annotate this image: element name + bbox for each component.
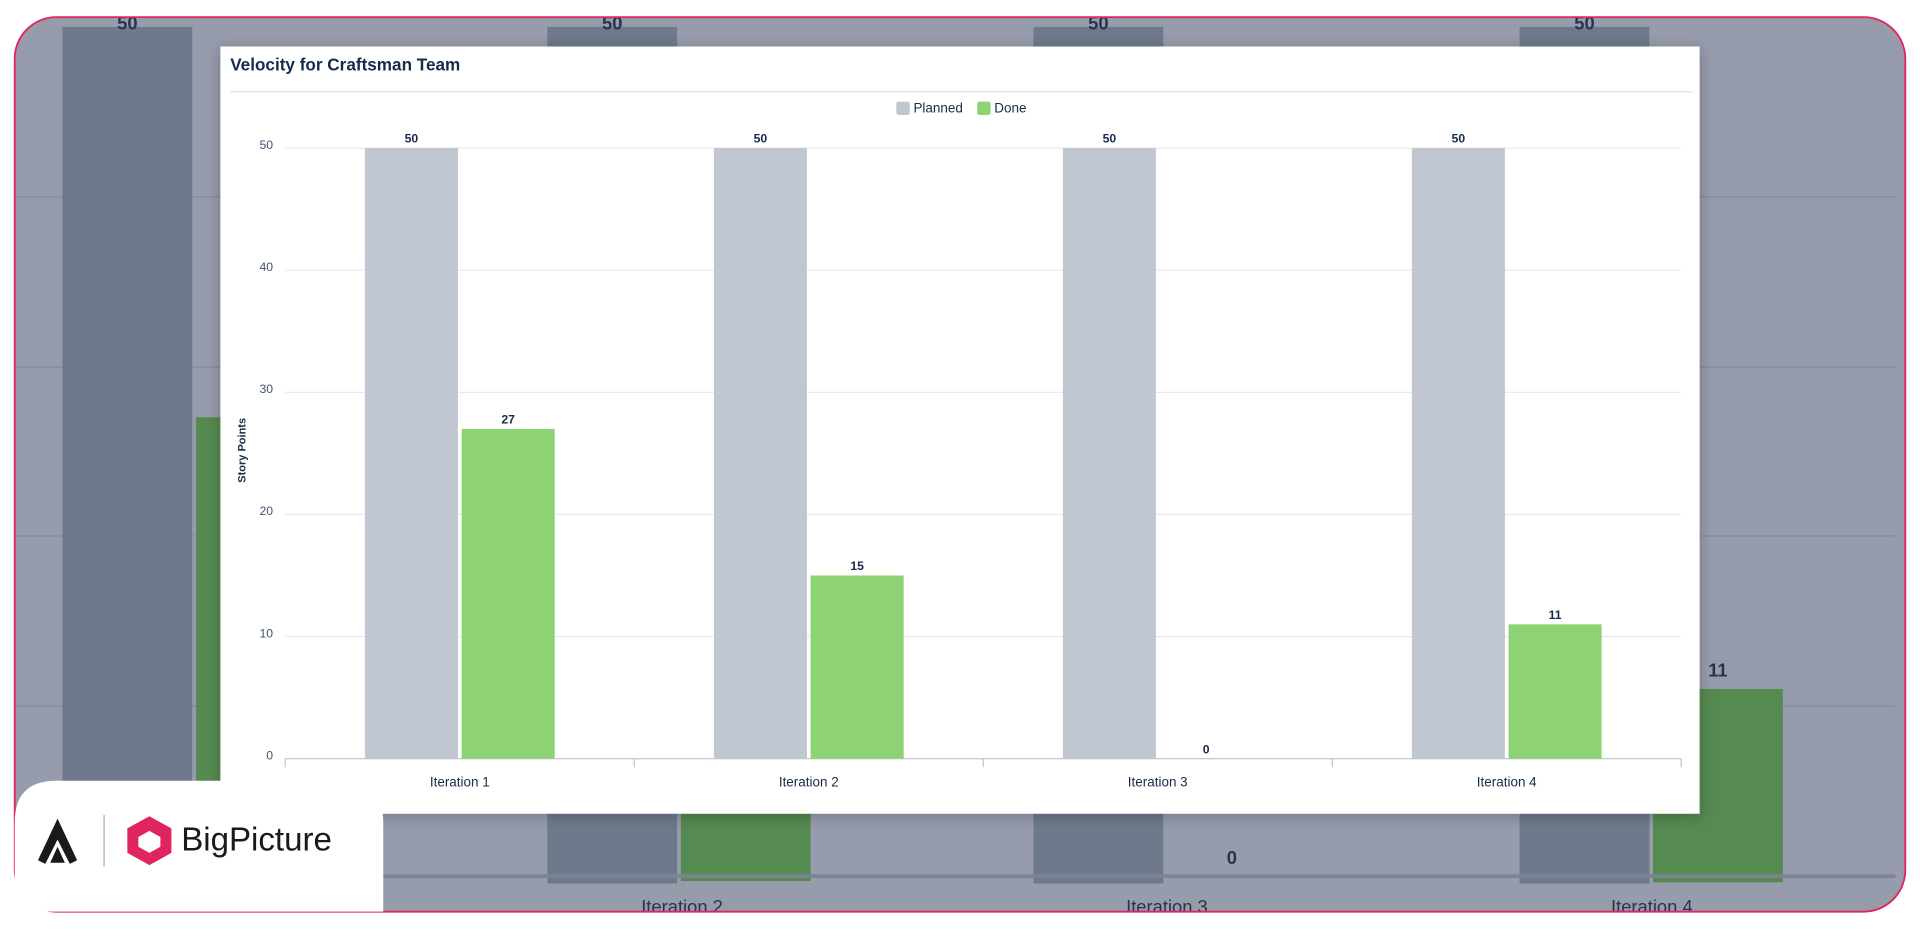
value-label: 15 xyxy=(850,559,864,573)
brand-name: BigPicture xyxy=(181,822,332,859)
y-axis-label: Story Points xyxy=(236,418,248,483)
backdrop-category: Iteration 4 xyxy=(1611,896,1693,917)
bar xyxy=(1411,148,1505,759)
bar xyxy=(1508,624,1602,759)
brand-panel xyxy=(14,780,384,912)
value-label: 11 xyxy=(1549,608,1562,622)
value-label: 50 xyxy=(405,132,419,146)
y-tick-label: 20 xyxy=(259,504,273,518)
bar xyxy=(364,148,458,759)
backdrop-label: 0 xyxy=(1227,847,1237,868)
legend-label: Planned xyxy=(913,100,962,115)
backdrop-category: Iteration 3 xyxy=(1126,896,1208,917)
x-tick-label: Iteration 3 xyxy=(1128,775,1188,790)
brand-icon-hole xyxy=(138,830,161,853)
bar xyxy=(713,148,807,759)
value-label: 50 xyxy=(1103,132,1117,146)
bar xyxy=(461,428,555,759)
bar xyxy=(1062,148,1156,759)
legend-label: Done xyxy=(994,100,1026,115)
backdrop-bar xyxy=(62,26,193,884)
chart-modal: Velocity for Craftsman Team Story Points… xyxy=(220,46,1700,814)
legend-swatch xyxy=(977,101,991,116)
x-tick-label: Iteration 2 xyxy=(779,775,839,790)
y-tick-label: 10 xyxy=(259,626,273,640)
bar xyxy=(810,575,904,759)
y-tick-label: 30 xyxy=(259,382,273,396)
backdrop-label: 11 xyxy=(1708,660,1727,681)
brand-mark xyxy=(37,818,78,864)
backdrop-category: Iteration 2 xyxy=(641,896,723,917)
backdrop-label: 50 xyxy=(1088,12,1108,33)
chart-title: Velocity for Craftsman Team xyxy=(230,55,460,75)
plot: 0 10 20 30 40 50 Planned Done Iteration 1 50 27 Ite… xyxy=(259,100,1682,790)
value-label: 0 xyxy=(1203,742,1210,756)
y-tick-label: 0 xyxy=(266,748,273,762)
y-tick-label: 40 xyxy=(259,260,273,274)
y-tick-label: 50 xyxy=(259,138,273,152)
value-label: 27 xyxy=(501,413,515,427)
legend-swatch xyxy=(896,101,910,116)
x-tick-label: Iteration 4 xyxy=(1477,775,1537,790)
backdrop-label: 50 xyxy=(602,12,622,33)
brand-badge: BigPicture xyxy=(14,780,384,912)
value-label: 50 xyxy=(1452,132,1466,146)
backdrop-label: 50 xyxy=(117,12,137,33)
value-label: 50 xyxy=(754,132,768,146)
backdrop-label: 50 xyxy=(1574,12,1594,33)
frame-border xyxy=(13,16,1907,913)
x-tick-label: Iteration 1 xyxy=(430,775,490,790)
